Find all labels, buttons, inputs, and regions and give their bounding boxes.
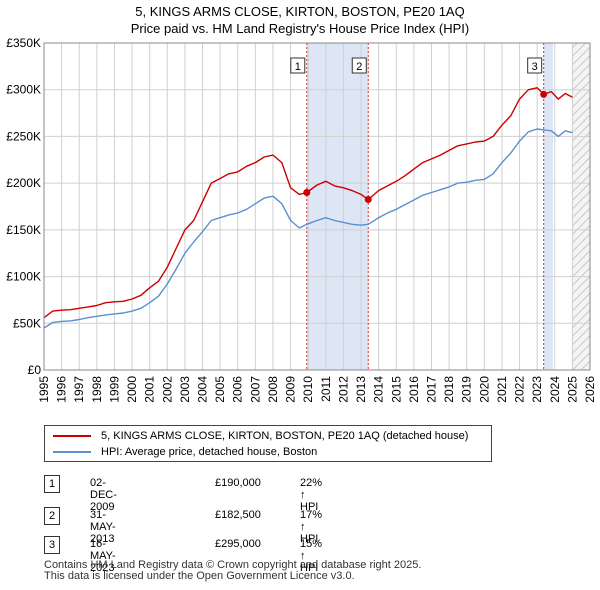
sale-marker-2: 2 (351, 57, 367, 74)
footer: Contains HM Land Registry data © Crown c… (44, 560, 421, 582)
x-tick-label: 2008 (266, 376, 280, 403)
x-tick-label: 2022 (513, 376, 527, 403)
x-tick-label: 2001 (143, 376, 157, 403)
x-tick-label: 2005 (213, 376, 227, 403)
sale-price: £182,500 (215, 509, 261, 521)
sale-point-3 (540, 90, 548, 98)
x-tick-label: 1996 (55, 376, 69, 403)
sale-price: £190,000 (215, 477, 261, 489)
sale-marker-text: 3 (532, 61, 538, 73)
x-tick-label: 2011 (319, 376, 333, 402)
x-tick-label: 2000 (125, 376, 139, 403)
legend-label-hpi: HPI: Average price, detached house, Bost… (101, 446, 318, 458)
x-tick-label: 2003 (178, 376, 192, 403)
y-tick-label: £250K (6, 129, 41, 143)
legend: 5, KINGS ARMS CLOSE, KIRTON, BOSTON, PE2… (44, 425, 492, 462)
x-tick-label: 2012 (336, 376, 350, 403)
chart-subtitle: Price paid vs. HM Land Registry's House … (130, 21, 470, 36)
y-tick-label: £350K (6, 36, 41, 50)
sale-hpi-diff: 17% ↑ HPI (300, 509, 323, 545)
hpi-line (43, 128, 573, 329)
y-tick-label: £0 (28, 363, 42, 377)
sale-marker-text: 2 (356, 61, 362, 73)
chart-title: 5, KINGS ARMS CLOSE, KIRTON, BOSTON, PE2… (135, 4, 465, 19)
sale-marker-1: 1 (290, 57, 306, 74)
x-tick-label: 1998 (90, 376, 104, 403)
x-tick-label: 2013 (354, 376, 368, 403)
x-tick-label: 2017 (424, 376, 438, 403)
x-tick-label: 2023 (530, 376, 544, 403)
price-chart: 1 2 3 £0 £50K £100K £150K £200K £250K £300K £350K 1… (6, 36, 597, 403)
x-tick-label: 1995 (37, 376, 51, 403)
property-price-line (43, 87, 573, 319)
sale-hpi-diff: 15% ↑ HPI (300, 538, 323, 574)
shaded-range-1 (306, 43, 369, 370)
y-tick-label: £300K (6, 83, 41, 97)
x-tick-label: 1999 (107, 376, 121, 403)
future-hatched-area (572, 43, 590, 370)
sale-marker-text: 1 (295, 61, 301, 73)
plot-frame (43, 42, 591, 371)
hpi-line-swatch (53, 451, 91, 453)
y-tick-label: £150K (6, 223, 41, 237)
x-tick-label: 1997 (72, 376, 86, 403)
sale-date: 31-MAY-2013 (90, 509, 116, 545)
x-tick-label: 2010 (301, 376, 315, 403)
sale-marker-label: 2 (44, 507, 60, 525)
y-tick-label: £200K (6, 176, 41, 190)
sale-marker-box (527, 57, 543, 74)
sale-marker-box (290, 57, 306, 74)
x-tick-label: 2025 (565, 376, 579, 403)
legend-item-property: 5, KINGS ARMS CLOSE, KIRTON, BOSTON, PE2… (53, 428, 468, 444)
x-tick-label: 2006 (231, 376, 245, 403)
sale-date: 16-MAY-2023 (90, 538, 116, 574)
x-tick-label: 2004 (196, 376, 210, 403)
shaded-range-2 (543, 43, 554, 370)
sale-marker-box (351, 57, 367, 74)
x-tick-label: 2026 (583, 376, 597, 403)
footer-copyright: Contains HM Land Registry data © Crown c… (44, 559, 422, 571)
sale-marker-label: 3 (44, 536, 60, 554)
sale-point-1 (303, 188, 311, 196)
x-tick-label: 2024 (548, 376, 562, 403)
sale-date: 02-DEC-2009 (90, 477, 117, 513)
sale-marker-3: 3 (527, 57, 543, 74)
x-tick-label: 2002 (160, 376, 174, 403)
sale-point-2 (364, 195, 372, 203)
x-tick-label: 2021 (495, 376, 509, 403)
sale-price: £295,000 (215, 538, 261, 550)
property-line-swatch (53, 435, 91, 437)
y-tick-label: £50K (13, 316, 41, 330)
x-tick-label: 2007 (248, 376, 262, 403)
x-tick-label: 2009 (284, 376, 298, 403)
legend-item-hpi: HPI: Average price, detached house, Bost… (53, 444, 317, 460)
x-tick-label: 2020 (477, 376, 491, 403)
legend-label-property: 5, KINGS ARMS CLOSE, KIRTON, BOSTON, PE2… (101, 430, 469, 442)
x-tick-label: 2015 (389, 376, 403, 403)
sale-marker-label: 1 (44, 475, 60, 493)
footer-licence: This data is licensed under the Open Gov… (44, 570, 355, 582)
sale-hpi-diff: 22% ↑ HPI (300, 477, 323, 513)
y-tick-label: £100K (6, 270, 41, 284)
x-tick-label: 2016 (407, 376, 421, 403)
x-tick-label: 2018 (442, 376, 456, 403)
x-tick-label: 2019 (460, 376, 474, 403)
x-tick-label: 2014 (372, 376, 386, 403)
